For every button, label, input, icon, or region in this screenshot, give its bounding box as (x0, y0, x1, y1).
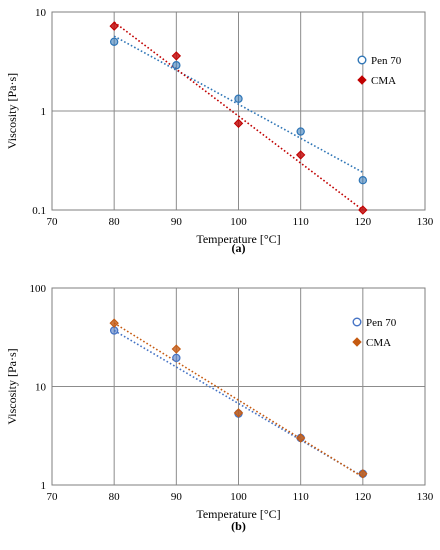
y-tick-label: 10 (35, 382, 47, 394)
plot-frame (51, 11, 426, 211)
x-tick-label: 70 (47, 216, 59, 228)
panel-caption: (a) (232, 241, 246, 255)
chart-panel-a: 70 80 90 100 110 120 130 0.1 1 10 Temperature [°C]… (0, 0, 440, 260)
data-point-pen70 (109, 37, 119, 47)
x-tick-label: 130 (417, 491, 434, 503)
y-axis-title: Viscosity [Pa·s] (5, 348, 19, 424)
data-point-pen70 (234, 94, 243, 103)
panel-caption: (b) (231, 519, 246, 533)
trendline-pen70 (113, 35, 364, 174)
x-tick-label: 120 (355, 216, 372, 228)
x-tick-label: 100 (230, 216, 247, 228)
x-tick-label: 110 (293, 216, 310, 228)
x-tick-label: 120 (355, 491, 372, 503)
x-tick-label: 130 (417, 216, 434, 228)
y-tick-label: 1 (41, 480, 47, 492)
plot-frame (51, 287, 426, 486)
y-axis-title: Viscosity [Pa·s] (5, 73, 19, 149)
data-point-pen70 (172, 353, 181, 363)
x-tick-label: 90 (171, 491, 183, 503)
data-point-cma (109, 21, 119, 31)
x-tick-label: 80 (109, 491, 121, 503)
data-point-cma (358, 469, 368, 479)
data-point-cma (295, 150, 306, 160)
x-axis-title: Temperature [°C] (196, 507, 280, 521)
legend-marker-pen70 (352, 317, 362, 327)
trendline-cma (113, 322, 364, 478)
data-point-pen70 (172, 61, 181, 70)
legend-marker-cma (352, 337, 362, 347)
x-axis-title: Temperature [°C] (196, 232, 280, 246)
data-point-cma (171, 344, 182, 354)
y-tick-label: 0.1 (32, 205, 46, 217)
x-tick-label: 80 (109, 216, 121, 228)
y-tick-label: 100 (30, 283, 47, 295)
data-point-cma (171, 51, 182, 61)
data-point-pen70 (296, 127, 305, 136)
y-tick-label: 1 (41, 106, 47, 118)
legend-marker-cma (357, 75, 367, 85)
legend-label-pen70: Pen 70 (366, 317, 397, 329)
legend-marker-pen70 (357, 55, 367, 65)
trendline-cma (113, 21, 364, 211)
x-tick-label: 110 (293, 491, 310, 503)
data-point-cma (358, 205, 368, 215)
chart-panel-b: 70 80 90 100 110 120 130 1 10 100 Temperature [°C]… (0, 278, 440, 538)
y-tick-label: 10 (35, 7, 47, 19)
data-point-pen70 (109, 326, 119, 335)
legend-label-cma: CMA (366, 337, 391, 349)
x-tick-label: 70 (47, 491, 59, 503)
x-tick-label: 90 (171, 216, 183, 228)
data-point-pen70 (358, 175, 368, 185)
x-tick-label: 100 (230, 491, 247, 503)
data-point-cma (109, 318, 119, 328)
legend-label-cma: CMA (371, 75, 396, 87)
data-point-cma (233, 118, 244, 129)
data-point-cma (295, 433, 306, 443)
legend-label-pen70: Pen 70 (371, 55, 402, 67)
data-point-cma (233, 408, 244, 418)
